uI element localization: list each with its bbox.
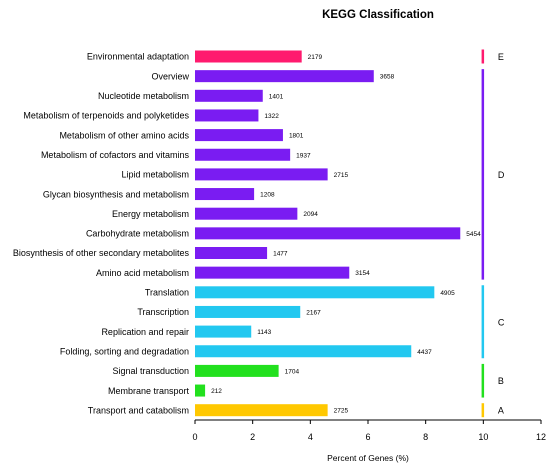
bars-layer: [195, 50, 461, 417]
group-label: B: [498, 376, 504, 386]
category-label: Lipid metabolism: [121, 170, 189, 180]
value-label: 2179: [308, 54, 323, 61]
bar: [195, 70, 374, 83]
value-label: 4437: [417, 349, 432, 356]
category-label: Folding, sorting and degradation: [60, 346, 189, 356]
bar: [195, 384, 206, 397]
bar: [195, 404, 328, 417]
value-label: 3154: [355, 270, 370, 277]
x-axis-label: Percent of Genes (%): [327, 453, 409, 463]
value-label: 3658: [380, 74, 395, 81]
bar: [195, 227, 461, 240]
category-labels-layer: Environmental adaptation Overview Nucleoti…: [13, 52, 190, 416]
x-tick-label: 8: [423, 432, 428, 442]
bar: [195, 345, 412, 358]
value-label: 1322: [264, 113, 279, 120]
category-label: Amino acid metabolism: [96, 268, 189, 278]
value-label: 2094: [303, 211, 318, 218]
x-axis: 0 2 4 6 8 10 12: [192, 419, 546, 442]
bar: [195, 188, 255, 201]
x-tick-label: 12: [536, 432, 546, 442]
category-label: Signal transduction: [112, 366, 189, 376]
category-label: Energy metabolism: [112, 209, 189, 219]
value-label: 1937: [296, 152, 311, 159]
value-label: 1143: [257, 329, 271, 336]
x-tick-label: 4: [308, 432, 313, 442]
bar: [195, 207, 298, 220]
category-label: Glycan biosynthesis and metabolism: [43, 189, 189, 199]
x-tick-label: 2: [250, 432, 255, 442]
category-label: Metabolism of terpenoids and polyketides: [23, 111, 189, 121]
x-tick-label: 6: [365, 432, 370, 442]
bar: [195, 50, 302, 63]
category-label: Replication and repair: [101, 327, 189, 337]
category-label: Metabolism of cofactors and vitamins: [41, 150, 190, 160]
value-label: 1801: [289, 133, 304, 140]
value-labels-layer: 2179 3658 1401 1322 1801 1937 2715 1208 2094 5454…: [211, 54, 481, 415]
value-label: 212: [211, 388, 222, 395]
category-label: Environmental adaptation: [87, 52, 189, 62]
group-label: C: [498, 317, 505, 327]
bar: [195, 109, 259, 122]
chart-title: KEGG Classification: [322, 9, 434, 21]
bar: [195, 305, 301, 318]
value-label: 1477: [273, 251, 288, 258]
value-label: 2725: [334, 408, 349, 415]
bar: [195, 325, 252, 338]
group-label: E: [498, 52, 504, 62]
category-label: Nucleotide metabolism: [98, 91, 189, 101]
x-tick-label: 0: [192, 432, 197, 442]
bar: [195, 247, 268, 259]
category-label: Overview: [151, 71, 189, 81]
category-label: Transcription: [137, 307, 189, 317]
category-label: Membrane transport: [108, 386, 190, 396]
bar: [195, 364, 279, 377]
value-label: 1401: [269, 93, 284, 100]
category-label: Metabolism of other amino acids: [59, 130, 189, 140]
category-label: Transport and catabolism: [88, 405, 189, 415]
group-label: A: [498, 406, 504, 416]
value-label: 2167: [306, 309, 321, 316]
bar: [195, 148, 291, 161]
value-label: 1208: [260, 192, 275, 199]
value-label: 1704: [285, 368, 300, 375]
value-label: 2715: [334, 172, 349, 179]
bar: [195, 168, 328, 181]
bar: [195, 89, 263, 102]
value-label: 4905: [440, 290, 455, 297]
category-label: Biosynthesis of other secondary metaboli…: [13, 248, 190, 258]
bar: [195, 266, 350, 279]
category-label: Translation: [145, 288, 189, 298]
group-brackets-layer: E D C B A: [481, 49, 505, 418]
bar: [195, 286, 435, 299]
category-label: Carbohydrate metabolism: [86, 229, 189, 239]
value-label: 5454: [466, 231, 481, 238]
group-label: D: [498, 170, 505, 180]
x-tick-label: 10: [478, 432, 488, 442]
bar: [195, 129, 283, 142]
